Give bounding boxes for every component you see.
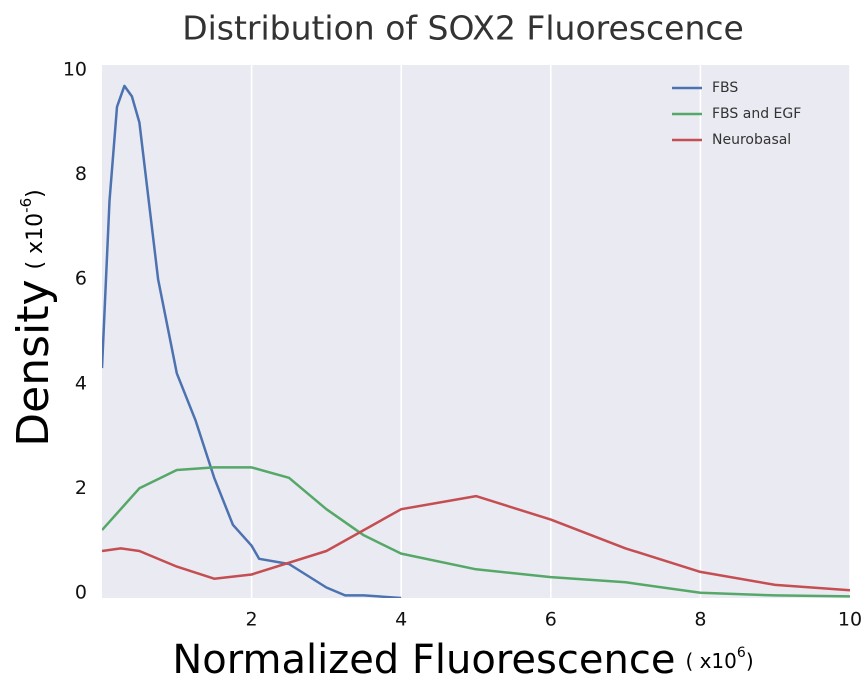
y-label-text: Density — [8, 279, 59, 446]
y-axis-label: Density ( x10-6) — [8, 189, 59, 446]
y-tick-label: 8 — [75, 163, 87, 185]
chart-title: Distribution of SOX2 Fluorescence — [182, 9, 744, 48]
y-tick-label: 2 — [75, 477, 87, 499]
y-tick-label: 0 — [75, 581, 87, 603]
legend-label: Neurobasal — [712, 132, 791, 148]
x-axis-label: Normalized Fluorescence ( x106) — [172, 637, 753, 683]
x-label-unit: ( x10 — [685, 649, 736, 673]
y-tick-label: 4 — [75, 372, 87, 394]
data-line — [102, 84, 402, 598]
y-label-close: ) — [23, 189, 48, 198]
x-tick-label: 8 — [694, 609, 706, 631]
x-tick-label: 2 — [246, 609, 258, 631]
x-tick-label: 10 — [838, 609, 862, 631]
x-label-exponent: 6 — [737, 645, 746, 661]
data-line — [102, 466, 850, 598]
x-tick-label: 4 — [395, 609, 407, 631]
y-label-unit: ( x10 — [23, 213, 48, 270]
x-label-text: Normalized Fluorescence — [172, 637, 675, 683]
legend-label: FBS — [712, 80, 738, 96]
x-label-close: ) — [746, 649, 754, 673]
x-tick-label: 6 — [545, 609, 557, 631]
legend-label: FBS and EGF — [712, 106, 801, 122]
y-label-exponent: -6 — [17, 198, 35, 213]
y-tick-label: 10 — [63, 59, 87, 81]
y-tick-label: 6 — [75, 268, 87, 290]
data-line — [102, 494, 850, 592]
